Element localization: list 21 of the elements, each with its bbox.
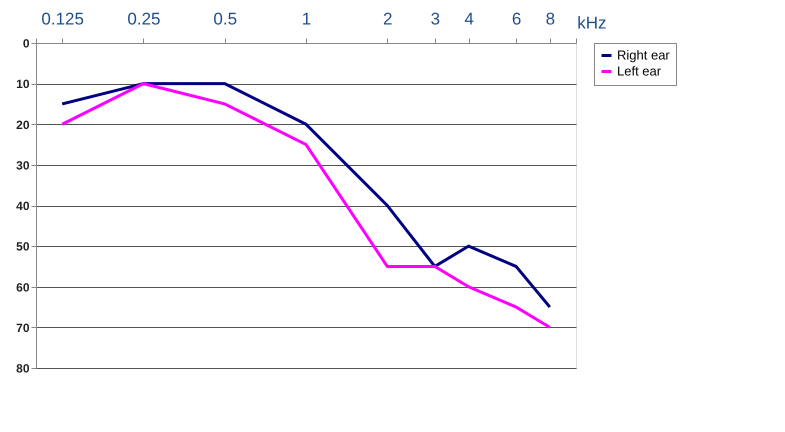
x-tick-label: 0.25	[127, 10, 160, 28]
legend-label: Right ear	[617, 48, 670, 62]
y-tick-label: 70	[16, 320, 30, 335]
x-tick-label: 0.5	[213, 10, 238, 28]
y-tick-label: 30	[16, 158, 30, 172]
y-tick-label: 0	[22, 36, 30, 50]
y-tick-label: 80	[16, 362, 30, 376]
x-tick-label: 0.125	[41, 10, 84, 28]
x-tick-label: 2	[383, 10, 393, 28]
x-tick-label: 8	[546, 10, 556, 28]
y-tick-label: 50	[16, 240, 30, 254]
y-tick-label: 10	[16, 77, 30, 92]
x-tick-label: 4	[464, 10, 474, 28]
x-axis-title: kHz	[577, 14, 606, 32]
legend-label: Left ear	[617, 64, 662, 78]
y-tick-label: 40	[16, 199, 30, 213]
y-tick-label: 20	[16, 118, 30, 132]
x-tick-label: 6	[512, 10, 522, 28]
x-tick-label: 1	[302, 10, 312, 28]
y-tick-label: 60	[16, 280, 30, 294]
x-tick-label: 3	[430, 10, 440, 28]
